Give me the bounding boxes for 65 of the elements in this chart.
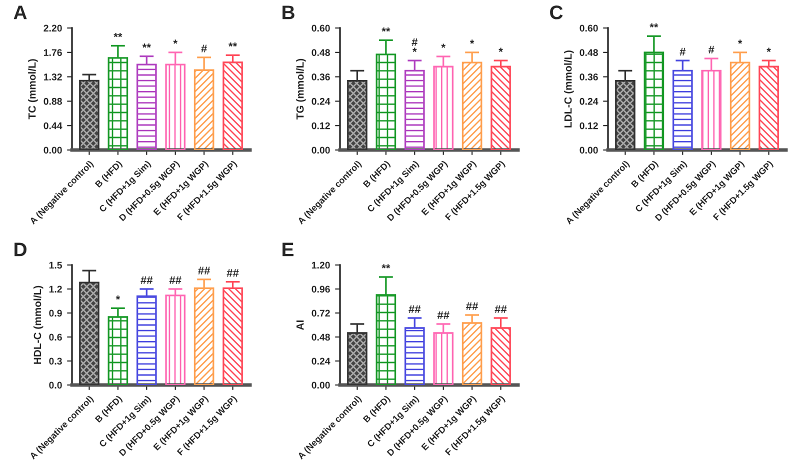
chart-title: E — [282, 242, 294, 256]
y-tick-label: 0.00 — [44, 146, 62, 154]
y-tick-label: 0.48 — [312, 49, 330, 56]
y-tick-label: 0.00 — [580, 146, 598, 154]
annotation: ** — [650, 23, 658, 28]
y-tick-label: 0.96 — [312, 286, 330, 293]
y-axis-title: TG (mmol/L) — [296, 58, 306, 120]
y-tick-label: 0.12 — [312, 122, 330, 130]
y-tick-label: 0.00 — [312, 146, 330, 154]
annotation: # — [201, 44, 207, 52]
chart-title: C — [550, 6, 563, 20]
y-tick-label: 0.48 — [312, 334, 330, 341]
annotation: * — [766, 48, 771, 52]
y-tick-label: 0.60 — [312, 24, 330, 32]
annotation: # — [680, 48, 686, 56]
annotation: * — [498, 48, 503, 52]
y-axis-title: HDL-C (mmol/L) — [34, 286, 44, 364]
y-tick-label: 1.5 — [49, 262, 62, 269]
annotation: # — [708, 46, 714, 54]
y-axis-title: LDL-C (mmol/L) — [564, 50, 574, 128]
y-tick-label: 1.2 — [49, 286, 62, 293]
annotation: ## — [466, 302, 478, 310]
y-axis-title: TC (mmol/L) — [28, 59, 38, 120]
annotation: * — [441, 44, 446, 48]
y-tick-label: 0.24 — [312, 98, 330, 105]
y-tick-label: 0.24 — [580, 98, 598, 105]
y-tick-label: 0.60 — [580, 24, 598, 32]
annotation: ## — [437, 311, 450, 319]
y-tick-label: 0.6 — [49, 334, 62, 341]
chart-title: A — [14, 6, 27, 20]
annotation: * — [470, 40, 474, 44]
annotation: ** — [382, 264, 390, 268]
annotation: ## — [408, 305, 421, 313]
annotation: ## — [140, 276, 153, 284]
chart-title: B — [282, 6, 294, 20]
y-tick-label: 0.36 — [312, 74, 330, 80]
annotation: # * — [412, 38, 418, 52]
y-tick-label: 0.88 — [44, 98, 62, 105]
annotation: ** — [382, 27, 390, 32]
annotation: ## — [226, 269, 239, 277]
y-tick-label: 0.36 — [580, 74, 598, 80]
y-tick-label: 0.3 — [49, 358, 62, 365]
y-tick-label: 0.44 — [44, 122, 62, 130]
annotation: * — [116, 295, 120, 300]
y-tick-label: 0.0 — [49, 382, 62, 389]
y-tick-label: 1.32 — [44, 74, 62, 80]
annotation: * — [173, 40, 178, 44]
annotation: ** — [114, 33, 122, 38]
annotation: * — [738, 40, 742, 44]
y-tick-label: 0.12 — [580, 122, 598, 130]
annotation: ** — [228, 42, 238, 47]
y-tick-label: 2.20 — [44, 24, 62, 32]
y-tick-label: 0.48 — [580, 49, 598, 56]
annotation: ** — [142, 44, 151, 48]
y-tick-label: 0.24 — [312, 358, 330, 365]
y-axis-title: AI — [296, 320, 304, 330]
y-tick-label: 0.72 — [312, 310, 330, 317]
annotation: ## — [494, 305, 507, 313]
chart-title: D — [14, 242, 26, 256]
annotation: ## — [198, 266, 210, 274]
y-tick-label: 0.00 — [312, 382, 330, 389]
annotation: ## — [169, 276, 182, 284]
y-tick-label: 0.9 — [49, 310, 62, 317]
y-tick-label: 1.76 — [44, 49, 62, 56]
y-tick-label: 1.20 — [312, 262, 330, 269]
